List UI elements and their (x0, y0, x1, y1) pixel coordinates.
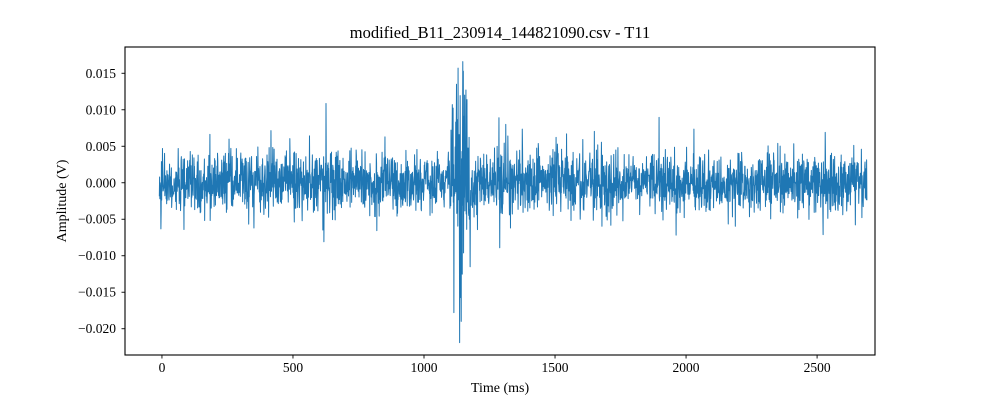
x-axis-label: Time (ms) (471, 381, 530, 396)
y-tick-label: −0.015 (78, 285, 116, 300)
x-tick-label: 0 (159, 360, 166, 375)
y-tick-label: 0.015 (86, 66, 117, 81)
x-tick-label: 2000 (673, 360, 700, 375)
chart-title: modified_B11_230914_144821090.csv - T11 (350, 23, 651, 42)
y-tick-label: −0.005 (78, 212, 116, 227)
y-tick-label: 0.005 (86, 139, 117, 154)
x-tick-label: 1000 (411, 360, 438, 375)
y-tick-label: 0.000 (86, 175, 117, 190)
y-tick-label: 0.010 (86, 102, 117, 117)
y-axis-label: Amplitude (V) (55, 159, 70, 242)
signal-trace (158, 61, 868, 344)
y-axis-ticks: 0.015 0.010 0.005 0.000 −0.005 −0.010 −0.015 −0… (78, 66, 125, 336)
y-tick-label: −0.020 (78, 321, 116, 336)
plot-area-border (124, 46, 876, 356)
x-tick-label: 1500 (542, 360, 569, 375)
x-axis-ticks: 0 500 1000 1500 2000 2500 (159, 355, 831, 375)
y-tick-label: −0.010 (78, 248, 116, 263)
x-tick-label: 500 (283, 360, 304, 375)
x-tick-label: 2500 (804, 360, 831, 375)
